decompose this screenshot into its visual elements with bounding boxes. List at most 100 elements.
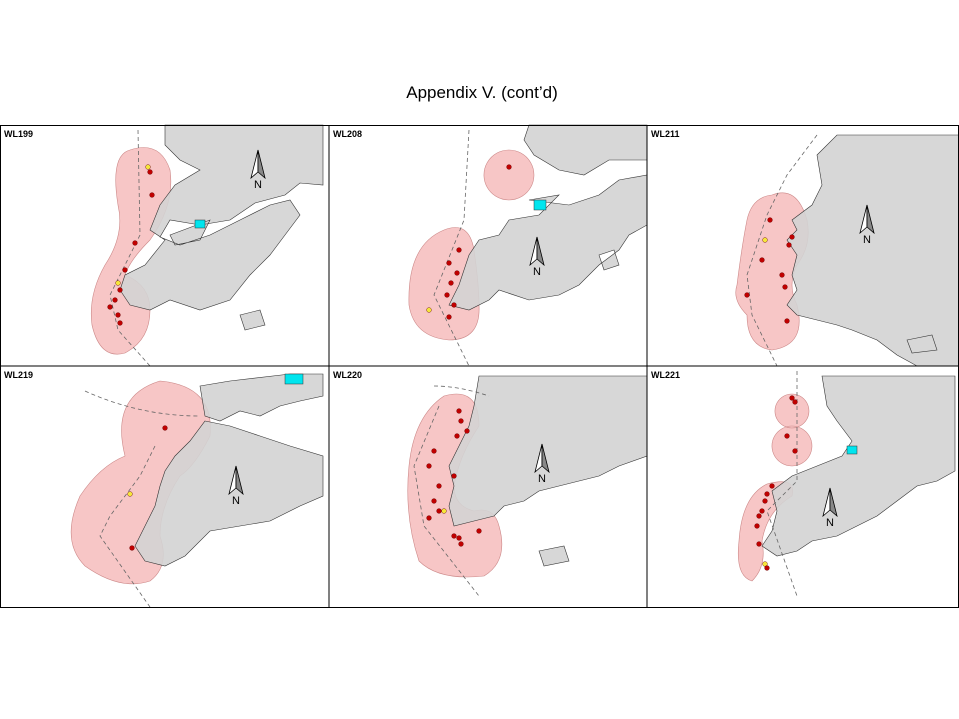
sighting-dot [127,491,133,497]
sighting-dot [122,267,128,273]
sighting-dot [759,257,765,263]
sighting-dot [786,242,792,248]
sighting-dot [115,280,121,286]
map-panel: N WL220 [333,370,648,597]
sighting-dot [149,192,155,198]
sighting-dot [162,425,168,431]
sighting-dot [476,528,482,534]
sighting-dot [436,483,442,489]
north-arrow [235,465,244,496]
sighting-dot [769,483,775,489]
boundary-line [433,129,470,367]
sighting-dot [744,292,750,298]
sighting-dot [454,433,460,439]
sighting-dot [426,463,432,469]
sighting-dot [756,541,762,547]
panel-label: WL219 [4,370,33,380]
sighting-dot [784,318,790,324]
sighting-dot [506,164,512,170]
sighting-dot [754,523,760,529]
map-panel: N WL199 [4,124,324,367]
sighting-dot [762,237,768,243]
sighting-dot [115,312,121,318]
north-label: N [533,266,541,278]
water-feature [533,199,547,211]
boundary-line [413,385,490,597]
sighting-dot [431,448,437,454]
sighting-dot [789,234,795,240]
north-label: N [232,495,240,507]
title: Appendix V. (cont’d) [406,83,558,102]
sighting-dot [464,428,470,434]
sighting-dot [458,418,464,424]
sighting-dot [789,395,795,401]
north-arrow [541,443,550,474]
panel-label: WL208 [333,129,362,139]
sighting-dot [117,320,123,326]
sighting-dot [792,399,798,405]
sighting-dot [448,280,454,286]
boundary-line [766,371,798,597]
panel-label: WL220 [333,370,362,380]
buffer-zone [408,149,535,341]
north-label: N [538,473,546,485]
sighting-dot [436,508,442,514]
north-label: N [254,179,262,191]
sighting-dot [145,164,151,170]
land [761,375,956,557]
sighting-dot [129,545,135,551]
sighting-dot [451,473,457,479]
sighting-dot [762,498,768,504]
north-label: N [826,517,834,529]
land [134,373,324,567]
north-arrow [257,149,266,180]
water-feature [194,219,206,229]
map-panel: N WL208 [333,124,648,367]
sighting-dot [456,247,462,253]
sighting-dot [784,433,790,439]
sighting-dot [446,314,452,320]
water-feature [846,445,858,455]
north-arrow [536,236,545,267]
north-arrow [866,204,875,235]
panel-grid: N WL199 N WL208 N WL211 N WL219 N WL220 N WL221 [4,124,959,608]
sighting-dot [441,508,447,514]
sighting-dot [458,541,464,547]
sighting-dot [147,169,153,175]
sighting-dot [132,240,138,246]
panel-label: WL221 [651,370,680,380]
sighting-dot [792,448,798,454]
sighting-dot [756,513,762,519]
sighting-dot [107,304,113,310]
sighting-dot [767,217,773,223]
sighting-dot [779,272,785,278]
sighting-dot [764,565,770,571]
sighting-dot [456,408,462,414]
boundary-line [109,129,151,367]
sighting-dot [782,284,788,290]
map-panel: N WL219 [4,370,324,608]
boundary-line [84,390,201,608]
panel-label: WL199 [4,129,33,139]
sighting-dot [426,515,432,521]
panel-label: WL211 [651,129,680,139]
north-label: N [863,234,871,246]
map-panel: N WL221 [651,370,956,597]
sighting-dot [451,302,457,308]
sighting-dot [431,498,437,504]
sighting-dot [117,287,123,293]
sighting-dot [451,533,457,539]
map-panel: N WL211 [651,129,959,367]
sighting-dot [759,508,765,514]
sighting-dot [446,260,452,266]
water-feature [284,373,304,385]
sighting-dot [426,307,432,313]
sighting-dot [112,297,118,303]
sighting-dot [454,270,460,276]
boundary-line [746,134,818,367]
north-arrow [829,487,838,518]
sighting-dot [444,292,450,298]
sighting-dot [456,535,462,541]
